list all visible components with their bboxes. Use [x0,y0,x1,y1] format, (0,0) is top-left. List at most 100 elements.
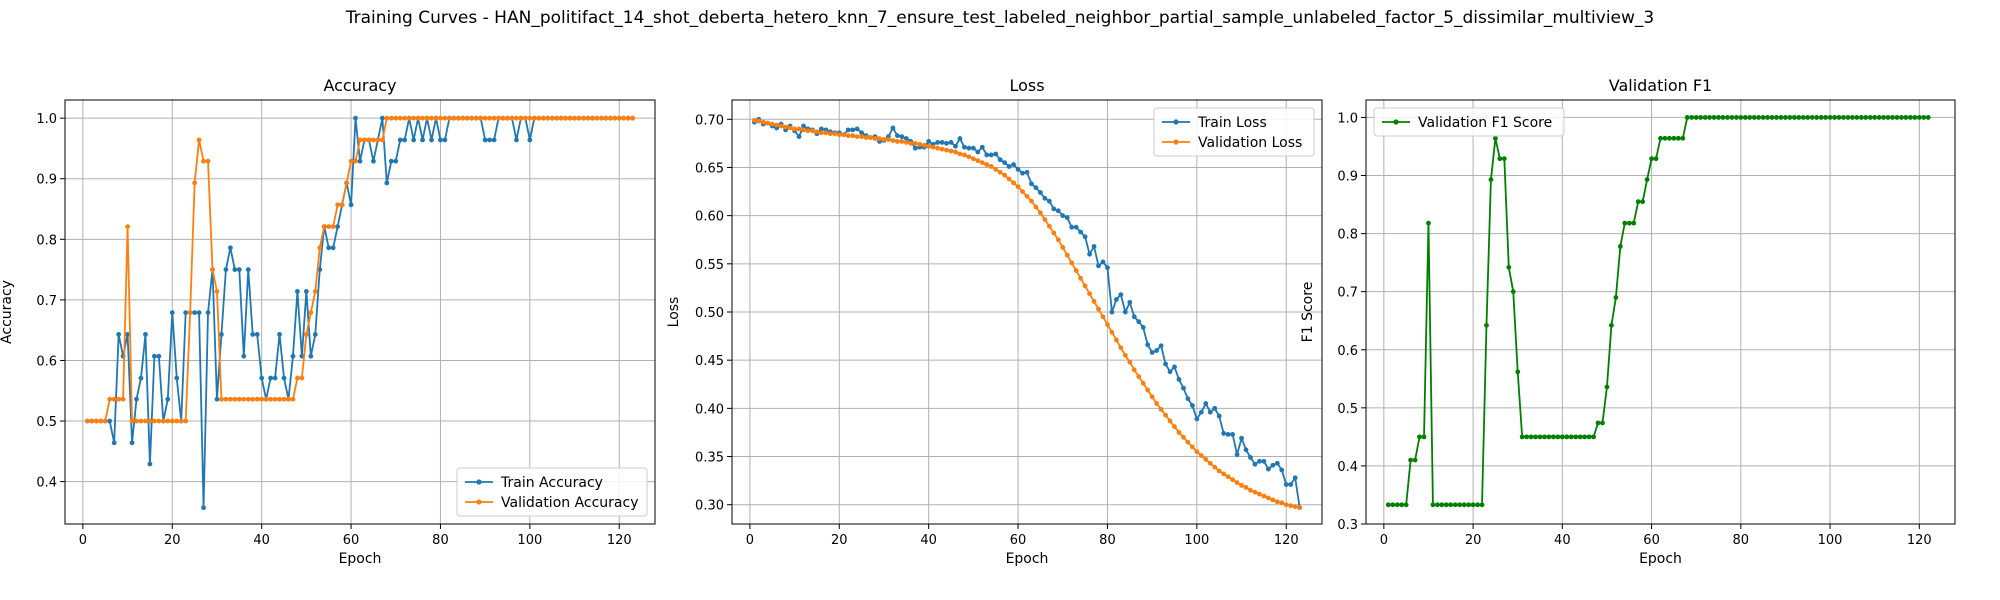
data-point [1546,434,1552,440]
data-point [129,418,135,424]
data-point [236,396,242,402]
data-point [1457,502,1463,508]
data-point [827,131,833,137]
data-point [1261,458,1267,464]
data-point [751,117,757,123]
data-point [975,149,981,155]
data-point [1292,504,1298,510]
data-point [765,120,771,126]
data-point [1082,234,1088,240]
data-point [514,115,519,121]
data-point [1020,170,1025,176]
data-point [953,143,958,149]
data-point [1248,455,1253,460]
data-point [1158,406,1164,412]
data-point [818,126,824,132]
data-point [1412,457,1418,463]
data-point [1854,115,1860,120]
data-point [1644,177,1650,182]
data-point [496,115,501,121]
data-point [236,267,242,272]
x-tick-label: 80 [1733,533,1750,548]
data-point [1073,268,1079,273]
data-point [801,127,806,133]
x-tick-label: 120 [1274,533,1299,548]
data-point [1493,135,1498,141]
data-point [442,137,448,143]
data-point [576,115,582,121]
data-point [962,152,967,158]
data-point [1501,156,1507,162]
data-point [912,140,918,146]
data-point [1577,434,1583,440]
data-point [147,418,153,424]
data-point [295,289,300,294]
data-point [250,332,256,337]
panel-title: Loss [1009,76,1044,95]
data-point [890,138,896,143]
data-point [1024,193,1030,199]
y-tick-label: 0.8 [36,233,57,248]
data-point [344,180,349,186]
data-point [881,137,887,142]
data-point [1510,289,1516,295]
data-point [1029,181,1034,187]
data-point [527,137,533,143]
data-point [926,139,932,144]
data-point [245,267,251,272]
data-point [625,115,631,121]
data-point [1140,380,1146,386]
data-point [312,289,318,294]
data-point [1122,309,1128,315]
data-point [1270,497,1276,503]
data-point [966,145,972,151]
y-tick-label: 0.50 [695,306,724,321]
data-point [979,160,985,166]
data-point [223,267,229,272]
data-point [1805,115,1811,120]
y-tick-label: 0.70 [695,113,724,128]
data-point [1711,115,1717,120]
data-point [366,137,372,143]
data-point [174,375,180,381]
data-point [1055,237,1061,243]
legend-marker [1393,119,1399,125]
data-point [169,310,175,316]
data-point [1885,115,1891,120]
data-point [957,136,963,141]
y-tick-label: 0.55 [695,258,724,273]
data-point [156,353,162,359]
x-tick-label: 20 [831,533,848,548]
data-point [1591,434,1596,440]
panel-loss: 0 20 40 60 80 100 120 0.30 0.35 0.40 0.45 0.50 0.55 0… [666,76,1323,567]
data-point [1288,482,1294,487]
y-axis-label: F1 Score [1300,282,1316,343]
data-point [277,396,282,402]
data-point [1542,434,1547,440]
data-point [330,224,336,229]
data-point [1292,475,1298,481]
data-point [1185,396,1191,402]
data-point [1394,502,1400,508]
data-point [227,396,233,402]
data-point [850,127,856,133]
data-point [1408,457,1414,463]
data-point [1015,184,1021,190]
data-point [1484,322,1489,328]
data-point [1069,224,1075,230]
x-tick-label: 80 [432,533,449,548]
data-point [917,141,923,147]
y-tick-label: 0.9 [1337,170,1358,185]
data-point [192,310,198,316]
data-point [379,137,385,143]
data-point [1595,420,1601,426]
legend-marker [1173,119,1179,125]
data-point [1783,115,1788,120]
data-point [1649,156,1654,162]
data-point [388,115,394,121]
data-point [1787,115,1793,120]
data-point [756,118,762,124]
data-point [1274,460,1280,466]
data-point [1087,251,1092,257]
data-point [1221,471,1227,477]
